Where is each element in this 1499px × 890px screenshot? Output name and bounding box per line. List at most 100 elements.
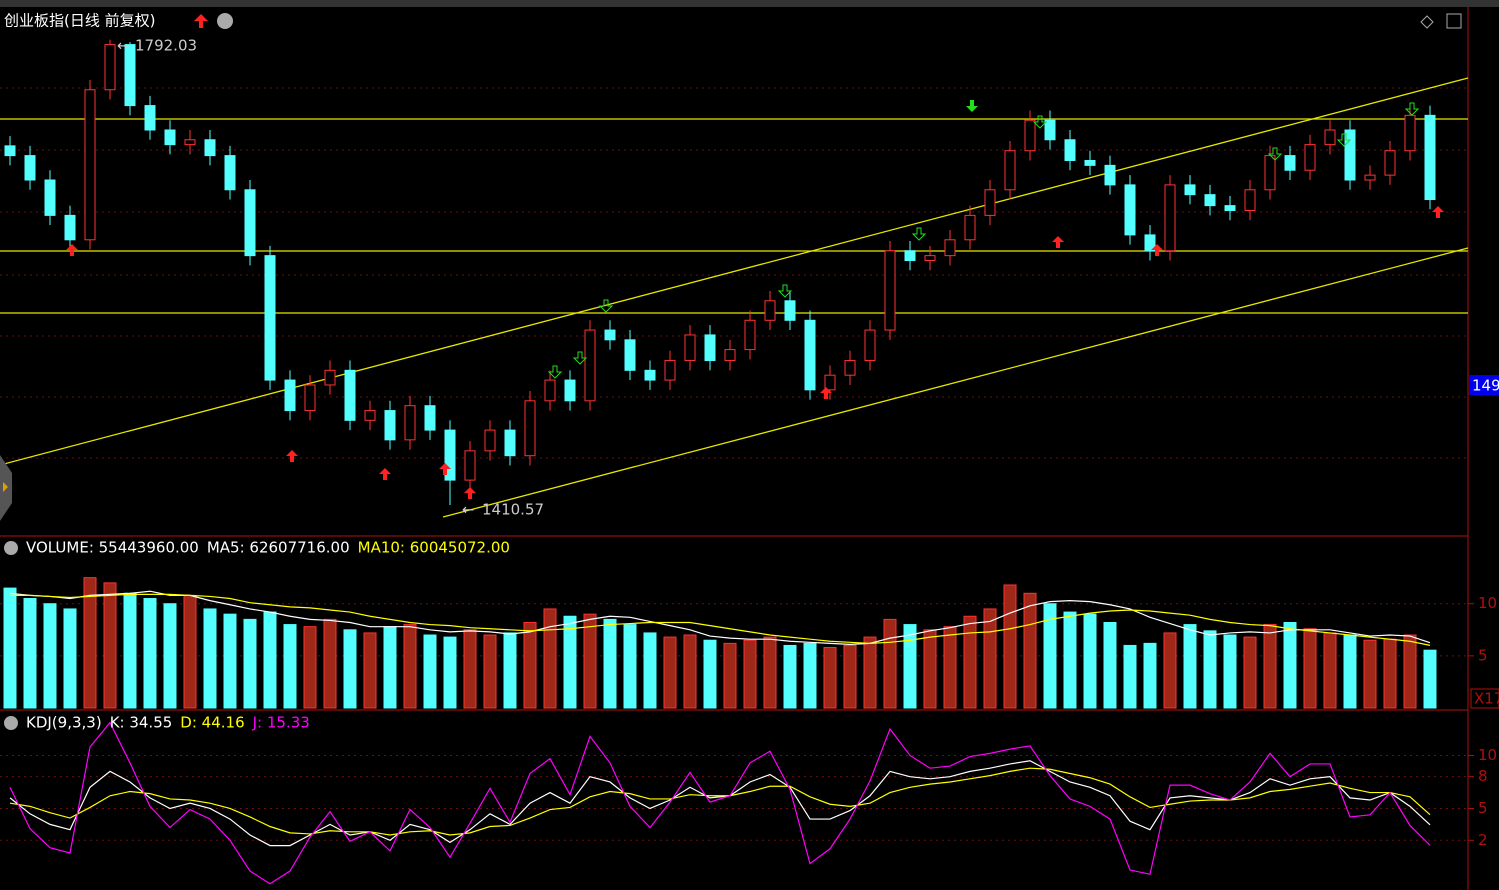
volume-bar — [483, 634, 497, 709]
volume-bar — [1423, 649, 1437, 709]
candle-body — [84, 89, 96, 241]
candle-body — [904, 250, 916, 262]
volume-bar — [963, 615, 977, 709]
volume-bar — [543, 608, 557, 709]
volume-bar — [863, 636, 877, 709]
candle-body — [804, 319, 816, 391]
candle-body — [664, 360, 676, 381]
price-marker: 149 — [1472, 377, 1499, 395]
candle-body — [1024, 119, 1036, 152]
candle-body — [144, 105, 156, 131]
candle-body — [204, 139, 216, 157]
volume-menu[interactable] — [4, 541, 18, 555]
volume-bar — [23, 598, 37, 709]
volume-bar — [1043, 603, 1057, 709]
volume-bar — [663, 636, 677, 709]
volume-bar — [363, 632, 377, 709]
volume-bar — [1183, 624, 1197, 709]
candle-body — [724, 349, 736, 362]
signal-arrows — [66, 100, 1444, 499]
y-tick-label: 2 — [1478, 831, 1488, 849]
candle-body — [244, 189, 256, 257]
volume-bar — [683, 634, 697, 709]
volume-bar — [1223, 634, 1237, 709]
kdj-menu[interactable] — [4, 716, 18, 730]
volume-bar — [1263, 624, 1277, 709]
candle-body — [1364, 174, 1376, 181]
volume-bar — [903, 624, 917, 709]
volume-bar — [1323, 632, 1337, 709]
candle-body — [304, 384, 316, 412]
indicator-line — [9, 760, 1431, 847]
volume-bar — [1103, 622, 1117, 709]
candle-body — [1044, 119, 1056, 141]
volume-bar — [503, 632, 517, 709]
candle-body — [324, 369, 336, 386]
price-panel — [4, 39, 1436, 506]
candle-body — [564, 379, 576, 402]
y-tick-label: 5 — [1478, 799, 1488, 817]
volume-panel: 10 5 VOLUME: 55443960.00 MA5: 62607716.00 MA… — [0, 539, 1497, 709]
candle-body — [944, 239, 956, 257]
candle-body — [64, 214, 76, 241]
price-marker-box — [1469, 375, 1499, 395]
candle-body — [484, 429, 496, 452]
volume-bar — [603, 618, 617, 709]
volume-bar — [183, 594, 197, 709]
candle-body — [864, 329, 876, 362]
max-label: 1792.03 — [135, 37, 197, 55]
volume-bar — [563, 615, 577, 709]
volume-bar — [423, 634, 437, 709]
candle-body — [164, 129, 176, 146]
candle-body — [4, 145, 16, 157]
candle-body — [264, 255, 276, 381]
volume-bar — [783, 644, 797, 709]
indicator-line — [9, 590, 1431, 645]
window-icon[interactable] — [1446, 13, 1462, 29]
volume-bar — [923, 629, 937, 709]
volume-bar — [1083, 613, 1097, 709]
candle-body — [1404, 114, 1416, 152]
y-tick-label: 8 — [1478, 767, 1488, 785]
volume-bar — [763, 636, 777, 709]
legend-entry: VOLUME: 55443960.00 — [26, 539, 199, 557]
candle-body — [544, 379, 556, 402]
unit-box — [1470, 688, 1499, 709]
legend-entry: MA5: 62607716.00 — [207, 539, 350, 557]
candle-body — [364, 410, 376, 421]
indicator-line — [9, 767, 1431, 836]
candle-body — [704, 334, 716, 362]
candle-body — [584, 329, 596, 402]
candle-body — [424, 405, 436, 431]
window-icon[interactable] — [1420, 15, 1434, 29]
volume-bar — [323, 618, 337, 709]
volume-bar — [1163, 632, 1177, 709]
candle-body — [224, 155, 236, 191]
volume-bar — [383, 626, 397, 709]
candle-body — [604, 329, 616, 341]
candle-body — [1204, 194, 1216, 207]
y-tick-label: 10 — [1478, 594, 1497, 612]
volume-bar — [823, 647, 837, 709]
candle-body — [104, 44, 116, 91]
volume-bar — [83, 577, 97, 709]
candle-body — [684, 334, 696, 362]
candle-body — [744, 319, 756, 351]
price-grid — [0, 87, 1468, 459]
candle-body — [1104, 164, 1116, 186]
side-handle-arrow — [3, 482, 8, 492]
indicator-title: KDJ(9,3,3) — [26, 714, 102, 732]
candle-body — [1064, 139, 1076, 161]
candle-body — [1344, 129, 1356, 181]
min-label: 1410.57 — [482, 501, 544, 519]
y-tick-label: 5 — [1478, 646, 1488, 664]
volume-bar — [143, 598, 157, 709]
header-icon — [194, 14, 208, 28]
volume-bar — [803, 642, 817, 709]
volume-bar — [1123, 644, 1137, 709]
volume-bar — [63, 608, 77, 709]
candle-body — [1124, 184, 1136, 236]
header-menu[interactable] — [217, 13, 233, 29]
candle-body — [1324, 129, 1336, 146]
indicator-line — [10, 593, 1431, 646]
